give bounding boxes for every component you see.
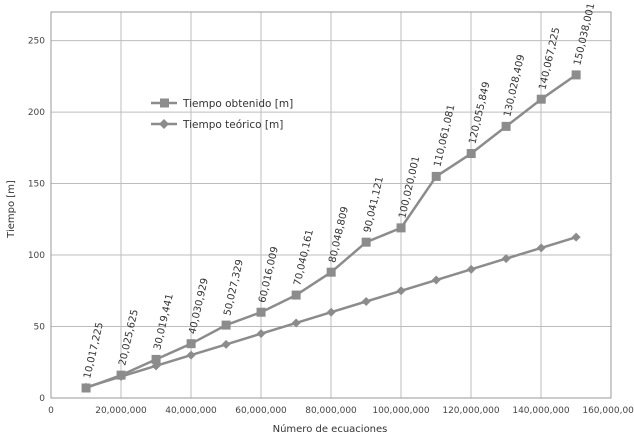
data-point-obtenido (396, 223, 406, 233)
data-point-teorico (431, 275, 441, 285)
data-point-obtenido (326, 267, 336, 277)
legend-marker-diamond (159, 119, 169, 129)
x-tick-label: 0 (48, 406, 54, 416)
x-tick-label: 140,000,000 (512, 406, 570, 416)
data-point-teorico (221, 339, 231, 349)
data-point-teorico (186, 350, 196, 360)
x-tick-label: 120,000,000 (442, 406, 500, 416)
data-point-obtenido (221, 320, 231, 330)
x-axis-label: Número de ecuaciones (273, 423, 388, 435)
legend-label-teorico: Tiempo teórico [m] (182, 119, 283, 131)
data-point-teorico (256, 329, 266, 339)
legend-label-obtenido: Tiempo obtenido [m] (182, 98, 293, 110)
data-point-obtenido (186, 339, 196, 349)
legend: Tiempo obtenido [m] Tiempo teórico [m] (151, 98, 293, 131)
data-point-teorico (326, 307, 336, 317)
series-layer (81, 70, 581, 393)
legend-marker-square (160, 98, 169, 108)
data-point-teorico (396, 286, 406, 296)
y-axis-label: Tiempo [m] (6, 180, 17, 239)
x-tick-label: 20,000,000 (95, 406, 147, 416)
y-tick-label: 200 (28, 108, 45, 118)
y-tick-label: 150 (28, 180, 45, 190)
data-point-teorico (81, 382, 91, 392)
data-point-teorico (536, 243, 546, 253)
data-point-obtenido (151, 354, 161, 364)
data-point-teorico (116, 372, 126, 382)
data-point-teorico (361, 297, 371, 306)
grid (51, 12, 611, 398)
y-tick-label: 100 (28, 251, 45, 261)
x-tick-label: 80,000,000 (305, 406, 357, 416)
x-tick-label: 100,000,000 (372, 406, 430, 416)
y-tick-label: 50 (34, 323, 46, 333)
plot-frame (50, 11, 612, 399)
data-point-teorico (571, 232, 581, 242)
y-tick-label: 250 (28, 37, 45, 47)
data-point-obtenido (256, 307, 266, 317)
data-point-teorico (501, 254, 511, 264)
x-tick-label: 40,000,000 (165, 406, 217, 416)
axes (50, 11, 612, 399)
data-point-obtenido (501, 121, 511, 131)
data-point-teorico (151, 361, 161, 371)
data-point-obtenido (536, 94, 546, 104)
data-point-teorico (466, 264, 476, 274)
x-tick-labels: 0 20,000,000 40,000,000 60,000,000 80,000,00… (48, 406, 634, 416)
data-point-obtenido (466, 149, 476, 159)
y-tick-label: 0 (39, 394, 45, 404)
data-point-obtenido (571, 70, 581, 80)
data-point-teorico (291, 318, 301, 328)
data-point-obtenido (361, 237, 371, 247)
y-tick-labels: 0 50 100 150 200 250 (28, 37, 45, 404)
x-tick-label: 160,000,000 (582, 406, 634, 416)
data-point-obtenido (431, 171, 441, 181)
data-point-obtenido (291, 290, 301, 300)
x-tick-label: 60,000,000 (235, 406, 287, 416)
